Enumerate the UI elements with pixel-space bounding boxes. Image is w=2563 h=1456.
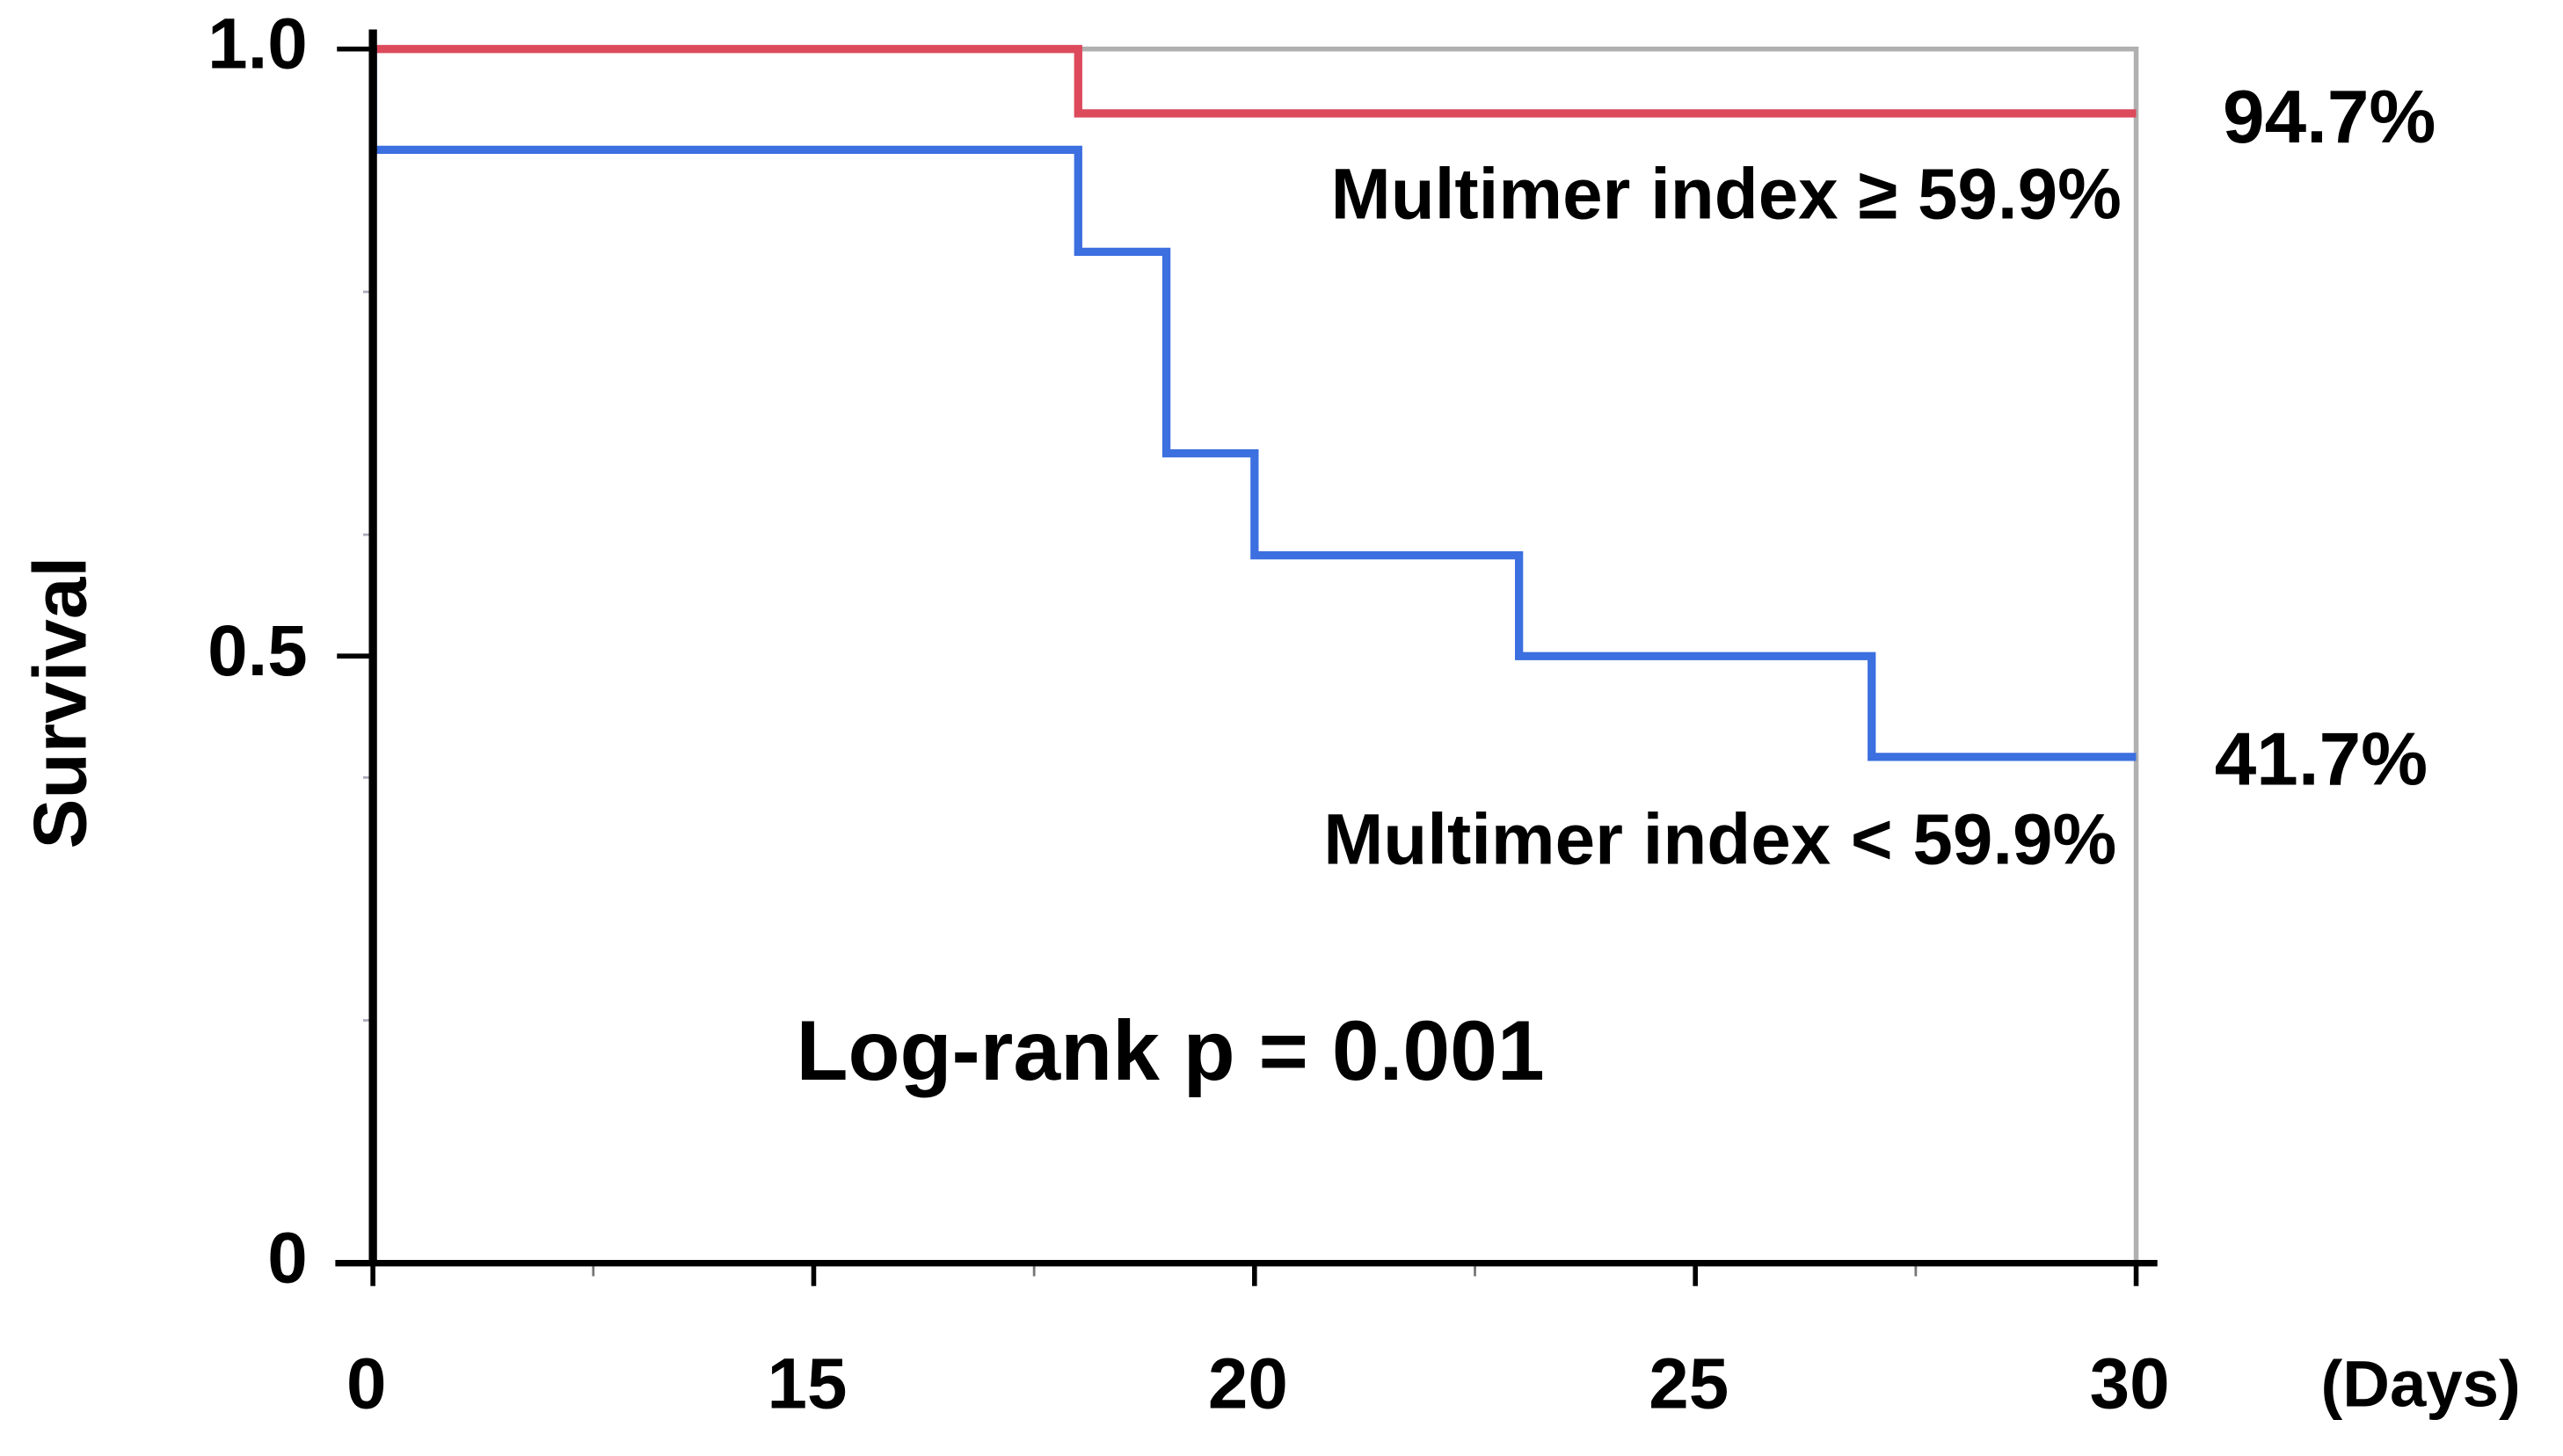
y-tick-label: 0.5 xyxy=(208,611,308,691)
y-tick-label: 0 xyxy=(267,1218,307,1298)
survival-line xyxy=(373,45,2137,118)
x-axis-unit: (Days) xyxy=(2321,1347,2521,1420)
x-tick-label: 30 xyxy=(2090,1343,2170,1423)
x-tick-label: 0 xyxy=(346,1343,386,1423)
x-tick-label: 20 xyxy=(1208,1343,1288,1423)
x-tick-label: 15 xyxy=(768,1343,848,1423)
x-tick-label: 25 xyxy=(1649,1343,1729,1423)
series-label: Multimer index < 59.9% xyxy=(1323,799,2116,879)
series-label: Multimer index ≥ 59.9% xyxy=(1331,154,2122,234)
y-tick-label: 1.0 xyxy=(208,4,308,84)
y-axis-label: Survival xyxy=(18,557,102,849)
survival-line xyxy=(368,48,2137,761)
end-label: 94.7% xyxy=(2223,76,2436,159)
end-label: 41.7% xyxy=(2215,717,2428,801)
annotation: Log-rank p = 0.001 xyxy=(797,1004,1545,1098)
